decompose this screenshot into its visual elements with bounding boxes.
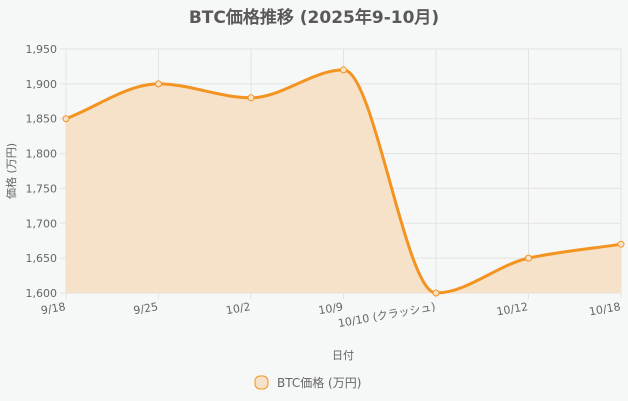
y-axis-tick-labels: 1,600 1,650 1,700 1,750 1,800 1,850 1,900 1,950 <box>26 43 58 300</box>
x-axis-tick-labels: 9/18 9/25 10/2 10/910/10 (クラッシュ) 10/12 10/18 <box>40 300 622 330</box>
y-tick-label: 1,850 <box>26 113 58 126</box>
y-tick-label: 1,650 <box>26 252 58 265</box>
x-tick-label: 10/10 (クラッシュ) <box>337 300 437 330</box>
data-point[interactable] <box>155 80 162 88</box>
chart-title: BTC価格推移 (2025年9-10月) <box>189 7 439 28</box>
y-tick-label: 1,800 <box>26 148 58 161</box>
y-axis-title: 価格 (万円) <box>4 143 18 199</box>
data-point[interactable] <box>247 94 255 102</box>
x-tick-label: 9/18 <box>40 300 67 317</box>
data-points-layer <box>62 66 625 297</box>
legend-label: BTC価格 (万円) <box>277 375 361 390</box>
data-point[interactable] <box>62 115 70 123</box>
y-tick-label: 1,700 <box>26 217 58 230</box>
x-tick-label: 10/9 <box>317 300 344 317</box>
x-axis-title: 日付 <box>332 349 354 362</box>
series-area-fill <box>66 69 621 294</box>
data-point[interactable] <box>432 289 440 297</box>
legend[interactable]: BTC価格 (万円) <box>254 375 361 390</box>
y-tick-label: 1,950 <box>26 43 58 56</box>
legend-swatch <box>254 375 269 390</box>
data-point[interactable] <box>525 254 532 262</box>
x-tick-label: 9/25 <box>132 300 159 317</box>
area-fill-layer <box>66 69 621 294</box>
x-tick-label: 10/12 <box>496 300 529 318</box>
y-tick-label: 1,900 <box>26 78 58 91</box>
x-tick-label: 10/2 <box>225 300 252 317</box>
y-tick-label: 1,600 <box>26 287 58 300</box>
data-point[interactable] <box>340 66 347 74</box>
data-point[interactable] <box>617 240 625 248</box>
y-tick-label: 1,750 <box>26 182 58 195</box>
x-tick-label: 10/18 <box>588 300 621 318</box>
